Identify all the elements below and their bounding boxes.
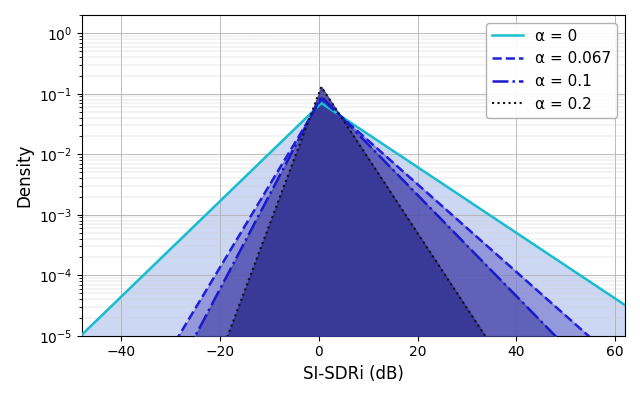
Legend: α = 0, α = 0.067, α = 0.1, α = 0.2: α = 0, α = 0.067, α = 0.1, α = 0.2 [486,23,618,118]
Y-axis label: Density: Density [15,144,33,207]
X-axis label: SI-SDRi (dB): SI-SDRi (dB) [303,365,404,383]
